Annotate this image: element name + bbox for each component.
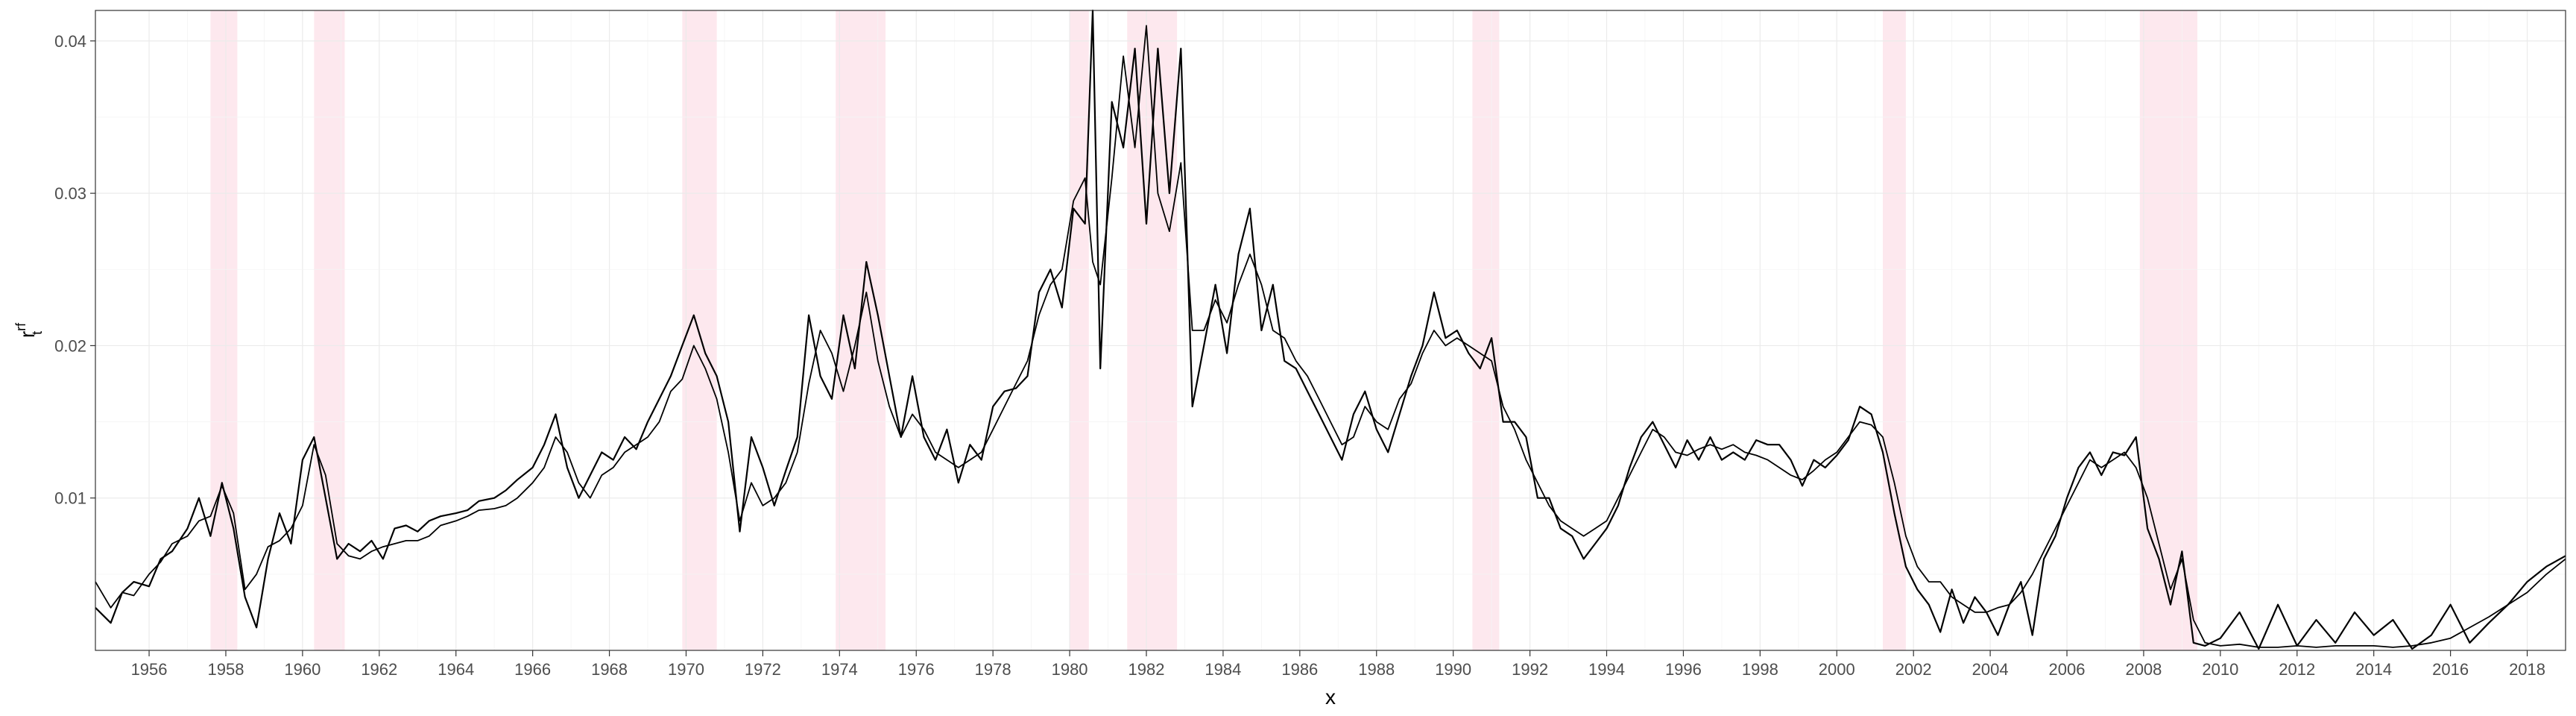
- x-tick-label: 1986: [1281, 660, 1318, 679]
- x-tick-label: 2006: [2049, 660, 2086, 679]
- x-tick-label: 1976: [898, 660, 935, 679]
- recession-band: [1070, 10, 1089, 650]
- x-tick-label: 2014: [2355, 660, 2392, 679]
- x-tick-label: 2012: [2279, 660, 2315, 679]
- x-tick-label: 2010: [2202, 660, 2238, 679]
- x-axis-title: x: [1325, 685, 1336, 709]
- recession-band: [1883, 10, 1906, 650]
- x-tick-label: 2000: [1819, 660, 1855, 679]
- x-tick-label: 1966: [514, 660, 551, 679]
- x-tick-label: 1988: [1358, 660, 1395, 679]
- series-line: [95, 9, 2566, 650]
- plot-border: [95, 10, 2566, 651]
- y-axis-title-base: r: [16, 331, 39, 338]
- y-axis-title-sup: rf: [13, 322, 28, 331]
- x-tick-label: 1980: [1052, 660, 1088, 679]
- y-axis: 0.01 0.02 0.03 0.04: [54, 32, 95, 508]
- x-tick-label: 1974: [821, 660, 858, 679]
- recession-band: [2139, 10, 2197, 650]
- y-axis-title-sub: t: [30, 331, 45, 335]
- x-tick-label: 1998: [1742, 660, 1778, 679]
- recession-band: [1472, 10, 1500, 650]
- x-tick-label: 1994: [1588, 660, 1625, 679]
- x-tick-label: 2008: [2125, 660, 2162, 679]
- x-tick-label: 1962: [361, 660, 397, 679]
- x-tick-label: 1982: [1128, 660, 1165, 679]
- y-tick-label: 0.04: [54, 32, 86, 51]
- x-tick-label: 1958: [207, 660, 244, 679]
- x-tick-label: 2002: [1895, 660, 1932, 679]
- x-tick-label: 1984: [1205, 660, 1241, 679]
- x-tick-label: 1996: [1665, 660, 1702, 679]
- x-axis: 1956 1958 1960 1962 1964 1966 1968 1970 1972 1974…: [131, 650, 2545, 679]
- x-tick-label: 1970: [668, 660, 704, 679]
- y-axis-title: rrft: [13, 322, 45, 338]
- x-tick-label: 1968: [591, 660, 628, 679]
- x-tick-label: 2004: [1972, 660, 2009, 679]
- x-tick-label: 1960: [284, 660, 321, 679]
- x-tick-label: 2016: [2432, 660, 2469, 679]
- y-tick-label: 0.01: [54, 489, 86, 508]
- grid-lines: [95, 10, 2566, 650]
- x-tick-label: 1992: [1512, 660, 1548, 679]
- series-lines: [95, 9, 2566, 650]
- y-tick-label: 0.02: [54, 336, 86, 355]
- x-tick-label: 2018: [2509, 660, 2545, 679]
- x-tick-label: 1956: [131, 660, 168, 679]
- recession-band: [210, 10, 238, 650]
- x-tick-label: 1978: [975, 660, 1011, 679]
- x-tick-label: 1964: [438, 660, 474, 679]
- x-tick-label: 1990: [1435, 660, 1471, 679]
- x-tick-label: 1972: [745, 660, 781, 679]
- y-tick-label: 0.03: [54, 184, 86, 203]
